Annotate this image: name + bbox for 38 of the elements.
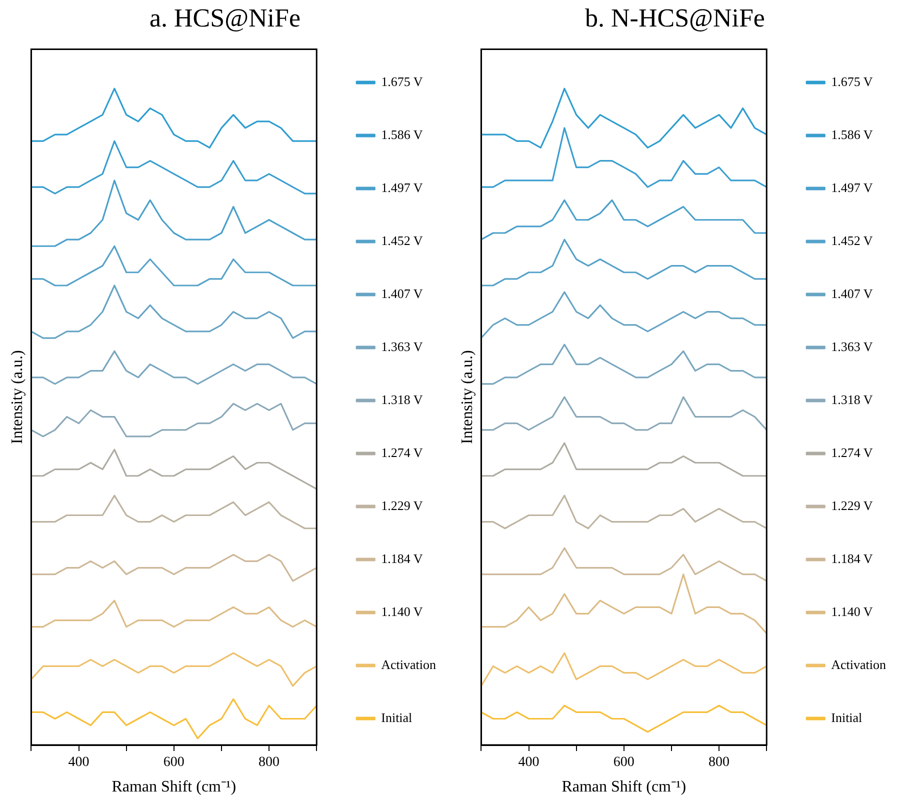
x-tick-label: 400 [68,755,90,770]
x-axis-title: Raman Shift (cm⁻¹) [562,778,686,796]
legend-label: 1.184 V [831,550,874,566]
legend-label: 1.452 V [381,232,424,248]
legend-label: 1.229 V [831,498,874,513]
legend-label: 1.318 V [381,392,424,407]
x-axis-title: Raman Shift (cm⁻¹) [112,778,236,796]
legend-label: Activation [831,656,886,672]
chart-title: b. N-HCS@NiFe [585,3,765,32]
legend-label: 1.140 V [381,604,424,619]
legend-label: 1.586 V [381,126,424,142]
legend-label: 1.274 V [831,444,874,460]
legend-label: 1.497 V [831,180,874,195]
legend-label: 1.497 V [381,180,424,195]
legend-label: 1.274 V [381,444,424,460]
legend-label: 1.675 V [381,74,424,89]
y-axis-title: Intensity (a.u.) [8,350,26,444]
legend-label: 1.675 V [831,74,874,89]
legend-label: 1.363 V [831,338,874,354]
legend-label: 1.140 V [831,604,874,619]
legend-label: 1.407 V [831,286,874,301]
legend-label: 1.363 V [381,338,424,354]
legend-label: Initial [831,710,863,725]
legend-label: 1.407 V [381,286,424,301]
legend-label: 1.229 V [381,498,424,513]
x-tick-label: 800 [708,755,730,770]
x-tick-label: 400 [518,755,540,770]
chart-title: a. HCS@NiFe [149,3,301,32]
legend-label: 1.184 V [381,550,424,566]
legend-label: 1.452 V [831,232,874,248]
legend-label: 1.586 V [831,126,874,142]
legend-label: Activation [381,656,436,672]
legend-label: 1.318 V [831,392,874,407]
y-axis-title: Intensity (a.u.) [458,350,476,444]
x-tick-label: 600 [613,755,634,770]
x-tick-label: 800 [258,755,280,770]
legend-label: Initial [381,710,413,725]
x-tick-label: 600 [163,755,184,770]
